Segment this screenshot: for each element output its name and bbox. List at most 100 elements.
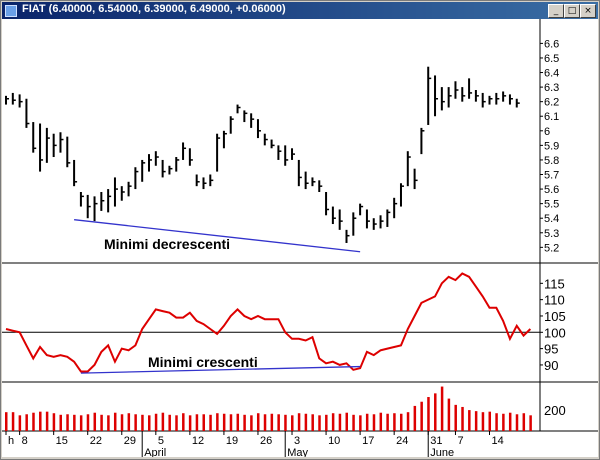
price-axis: 5.2 5.3 5.4 5.5 5.6 5.7 5.8 5.9 6 6.1 6.2 6.3 6.4 6.5… <box>540 38 559 254</box>
volume-bar <box>304 413 308 431</box>
price-bar <box>73 159 78 187</box>
price-bar <box>59 132 64 153</box>
volume-bar <box>175 415 178 431</box>
price-bar <box>311 177 316 187</box>
volume-bar <box>229 414 233 431</box>
volume-bar <box>73 414 76 431</box>
price-bar <box>318 180 323 192</box>
volume-axis: 200 <box>544 403 566 418</box>
volume-bar <box>427 397 430 431</box>
price-bar <box>141 159 146 182</box>
chart-background <box>2 19 598 457</box>
momentum-tick-label: 110 <box>544 293 565 308</box>
price-bar <box>127 181 132 197</box>
price-bar <box>216 133 221 172</box>
price-tick-label: 5.7 <box>544 170 559 182</box>
x-tick-label: 26 <box>260 435 272 447</box>
price-bar <box>93 196 98 222</box>
volume-bar <box>32 412 35 431</box>
x-tick-label: 17 <box>362 435 374 447</box>
volume-bar <box>100 414 103 431</box>
x-tick-label: 5 <box>158 435 164 447</box>
price-bar <box>66 136 71 168</box>
volume-bar <box>270 413 274 431</box>
volume-bar <box>168 414 171 431</box>
price-bar <box>154 151 159 166</box>
x-axis: h 8 15 22 29 5 12 19 26 3 10 17 24 31 7 14 April May June <box>5 431 504 457</box>
price-bar <box>284 145 289 166</box>
momentum-tick-label: 100 <box>544 325 566 340</box>
volume-bar <box>325 414 328 431</box>
volume-bar <box>338 413 342 431</box>
price-bar <box>345 229 350 243</box>
volume-bar <box>440 386 444 431</box>
volume-bar <box>515 414 519 431</box>
price-bar <box>256 119 261 139</box>
volume-bar <box>134 414 137 431</box>
volume-bar <box>11 412 15 431</box>
price-bar <box>277 145 282 160</box>
volume-bar <box>263 414 267 431</box>
price-bar <box>461 87 466 102</box>
volume-bar <box>188 415 192 431</box>
momentum-line <box>5 272 532 373</box>
volume-bar <box>495 413 498 431</box>
price-bar <box>352 212 357 236</box>
price-bar <box>372 218 377 230</box>
x-tick-label: 14 <box>492 435 504 447</box>
price-bar <box>291 148 296 160</box>
price-bar <box>427 66 432 125</box>
volume-bar <box>79 415 83 431</box>
volume-bar <box>365 413 369 431</box>
volume-bar <box>161 412 165 431</box>
price-bar <box>209 174 214 187</box>
price-bar <box>175 157 180 172</box>
price-bar <box>263 133 268 146</box>
volume-bar <box>352 414 355 431</box>
volume-panel: 200 <box>5 386 566 431</box>
volume-bar <box>345 412 348 431</box>
price-bar <box>161 159 166 178</box>
volume-bar <box>297 413 301 431</box>
volume-bar <box>250 415 253 431</box>
price-tick-label: 6.3 <box>544 82 559 94</box>
volume-bar <box>406 412 410 431</box>
price-bar <box>236 104 241 114</box>
x-tick-label: 29 <box>124 435 136 447</box>
price-bar <box>468 78 473 99</box>
volume-bar <box>195 414 199 431</box>
price-panel: 5.2 5.3 5.4 5.5 5.6 5.7 5.8 5.9 6 6.1 6.2 6.3 6.4 6.5… <box>5 38 559 254</box>
price-bar <box>440 87 445 111</box>
volume-bar <box>222 413 226 431</box>
volume-bar <box>318 415 321 431</box>
volume-bar <box>447 398 451 431</box>
price-bar <box>148 154 153 172</box>
minimize-button[interactable]: _ <box>548 4 564 18</box>
x-tick-label: h <box>8 435 14 447</box>
price-bar <box>86 194 91 219</box>
volume-bar <box>522 413 526 431</box>
month-label: April <box>144 447 166 457</box>
volume-bar <box>39 411 42 431</box>
price-bar <box>474 90 479 102</box>
title-bar[interactable]: FIAT (6.40000, 6.54000, 6.39000, 6.49000… <box>2 2 598 19</box>
momentum-trendline <box>80 365 361 374</box>
price-annotation: Minimi decrescenti <box>104 236 230 252</box>
price-bar <box>195 174 200 187</box>
price-tick-label: 5.6 <box>544 184 559 196</box>
volume-bar <box>107 415 110 431</box>
price-bars <box>5 66 520 243</box>
maximize-button[interactable]: □ <box>564 4 580 18</box>
volume-bar <box>277 414 280 431</box>
close-button[interactable]: × <box>580 4 596 18</box>
price-bar <box>39 123 44 172</box>
volume-bar <box>182 413 185 431</box>
x-tick-label: 22 <box>90 435 102 447</box>
x-tick-label: 10 <box>328 435 340 447</box>
volume-bar <box>120 414 124 431</box>
volume-bar <box>141 414 144 431</box>
price-bar <box>107 189 112 213</box>
price-bar <box>182 142 187 160</box>
price-tick-label: 6.1 <box>544 111 559 123</box>
price-bar <box>359 203 364 216</box>
